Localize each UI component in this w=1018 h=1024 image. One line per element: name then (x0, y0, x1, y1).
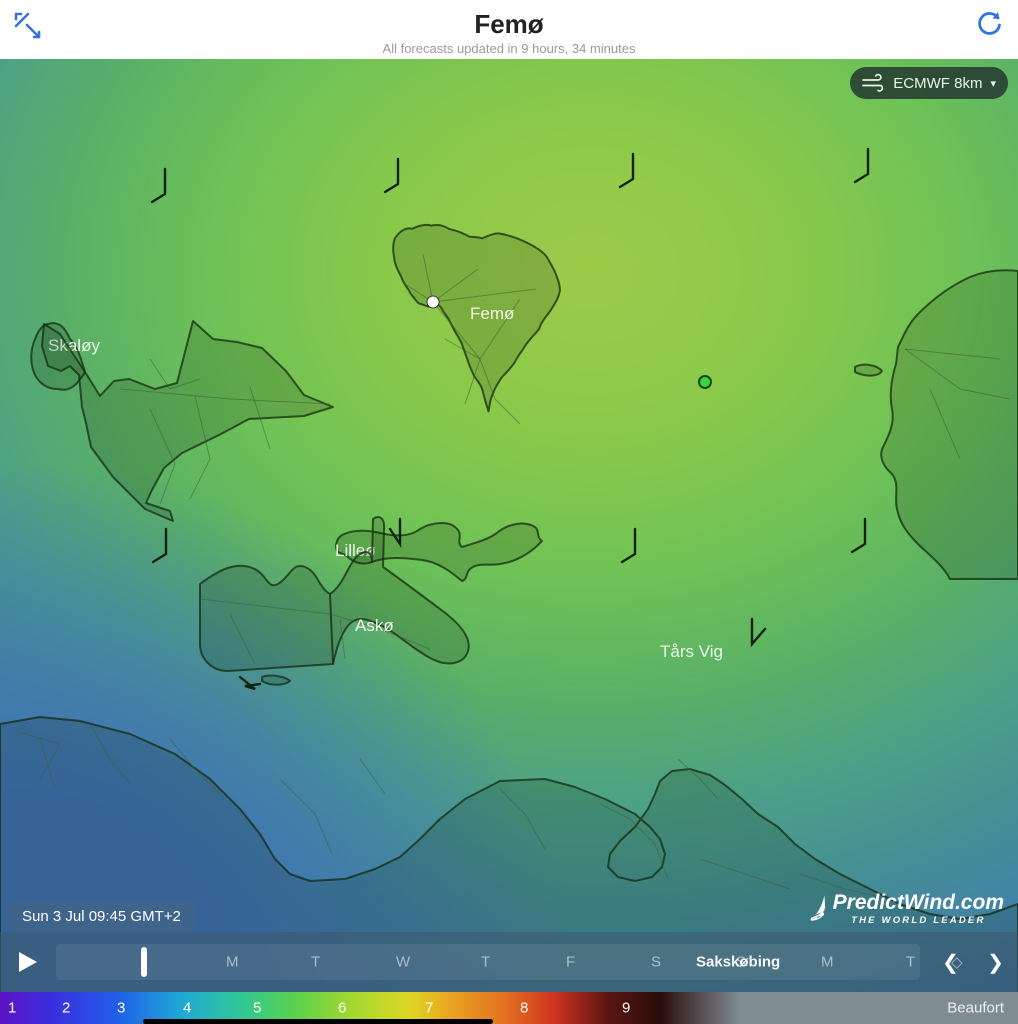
svg-text:Askø: Askø (355, 616, 394, 635)
svg-text:Tårs Vig: Tårs Vig (660, 642, 723, 661)
svg-text:Femø: Femø (470, 304, 514, 323)
